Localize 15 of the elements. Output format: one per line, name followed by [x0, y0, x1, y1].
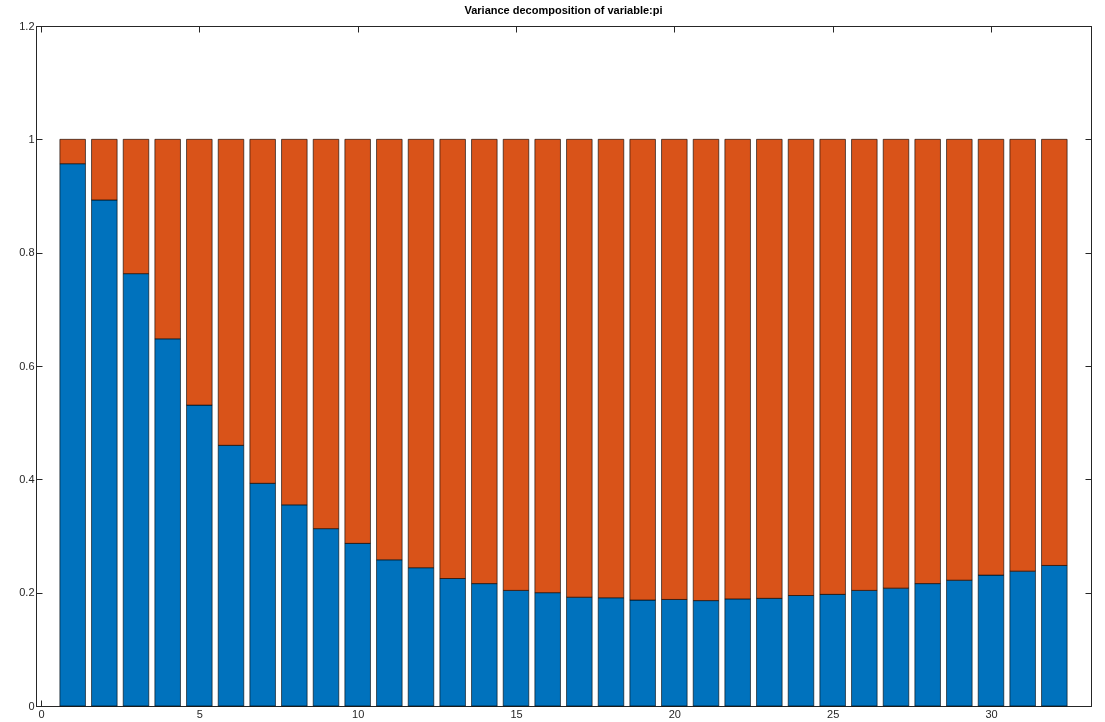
- x-tick-label: 10: [352, 707, 365, 720]
- x-tick-label: 25: [827, 707, 840, 720]
- y-tick-label: 0.2: [19, 586, 35, 599]
- x-tick-label: 15: [510, 707, 523, 720]
- y-tick-label: 1.2: [19, 19, 35, 32]
- x-tick-label: 5: [196, 707, 203, 720]
- y-tick-label: 1: [28, 132, 35, 145]
- y-tick-label: 0.4: [19, 472, 35, 485]
- y-tick-label: 0.6: [19, 359, 35, 372]
- chart-title: Variance decomposition of variable:pi: [464, 4, 663, 16]
- y-tick-label: 0.8: [19, 246, 35, 259]
- x-tick-label: 30: [985, 707, 998, 720]
- x-tick-label: 20: [668, 707, 681, 720]
- x-tick-label: 0: [38, 707, 45, 720]
- y-tick-label: 0: [28, 699, 35, 712]
